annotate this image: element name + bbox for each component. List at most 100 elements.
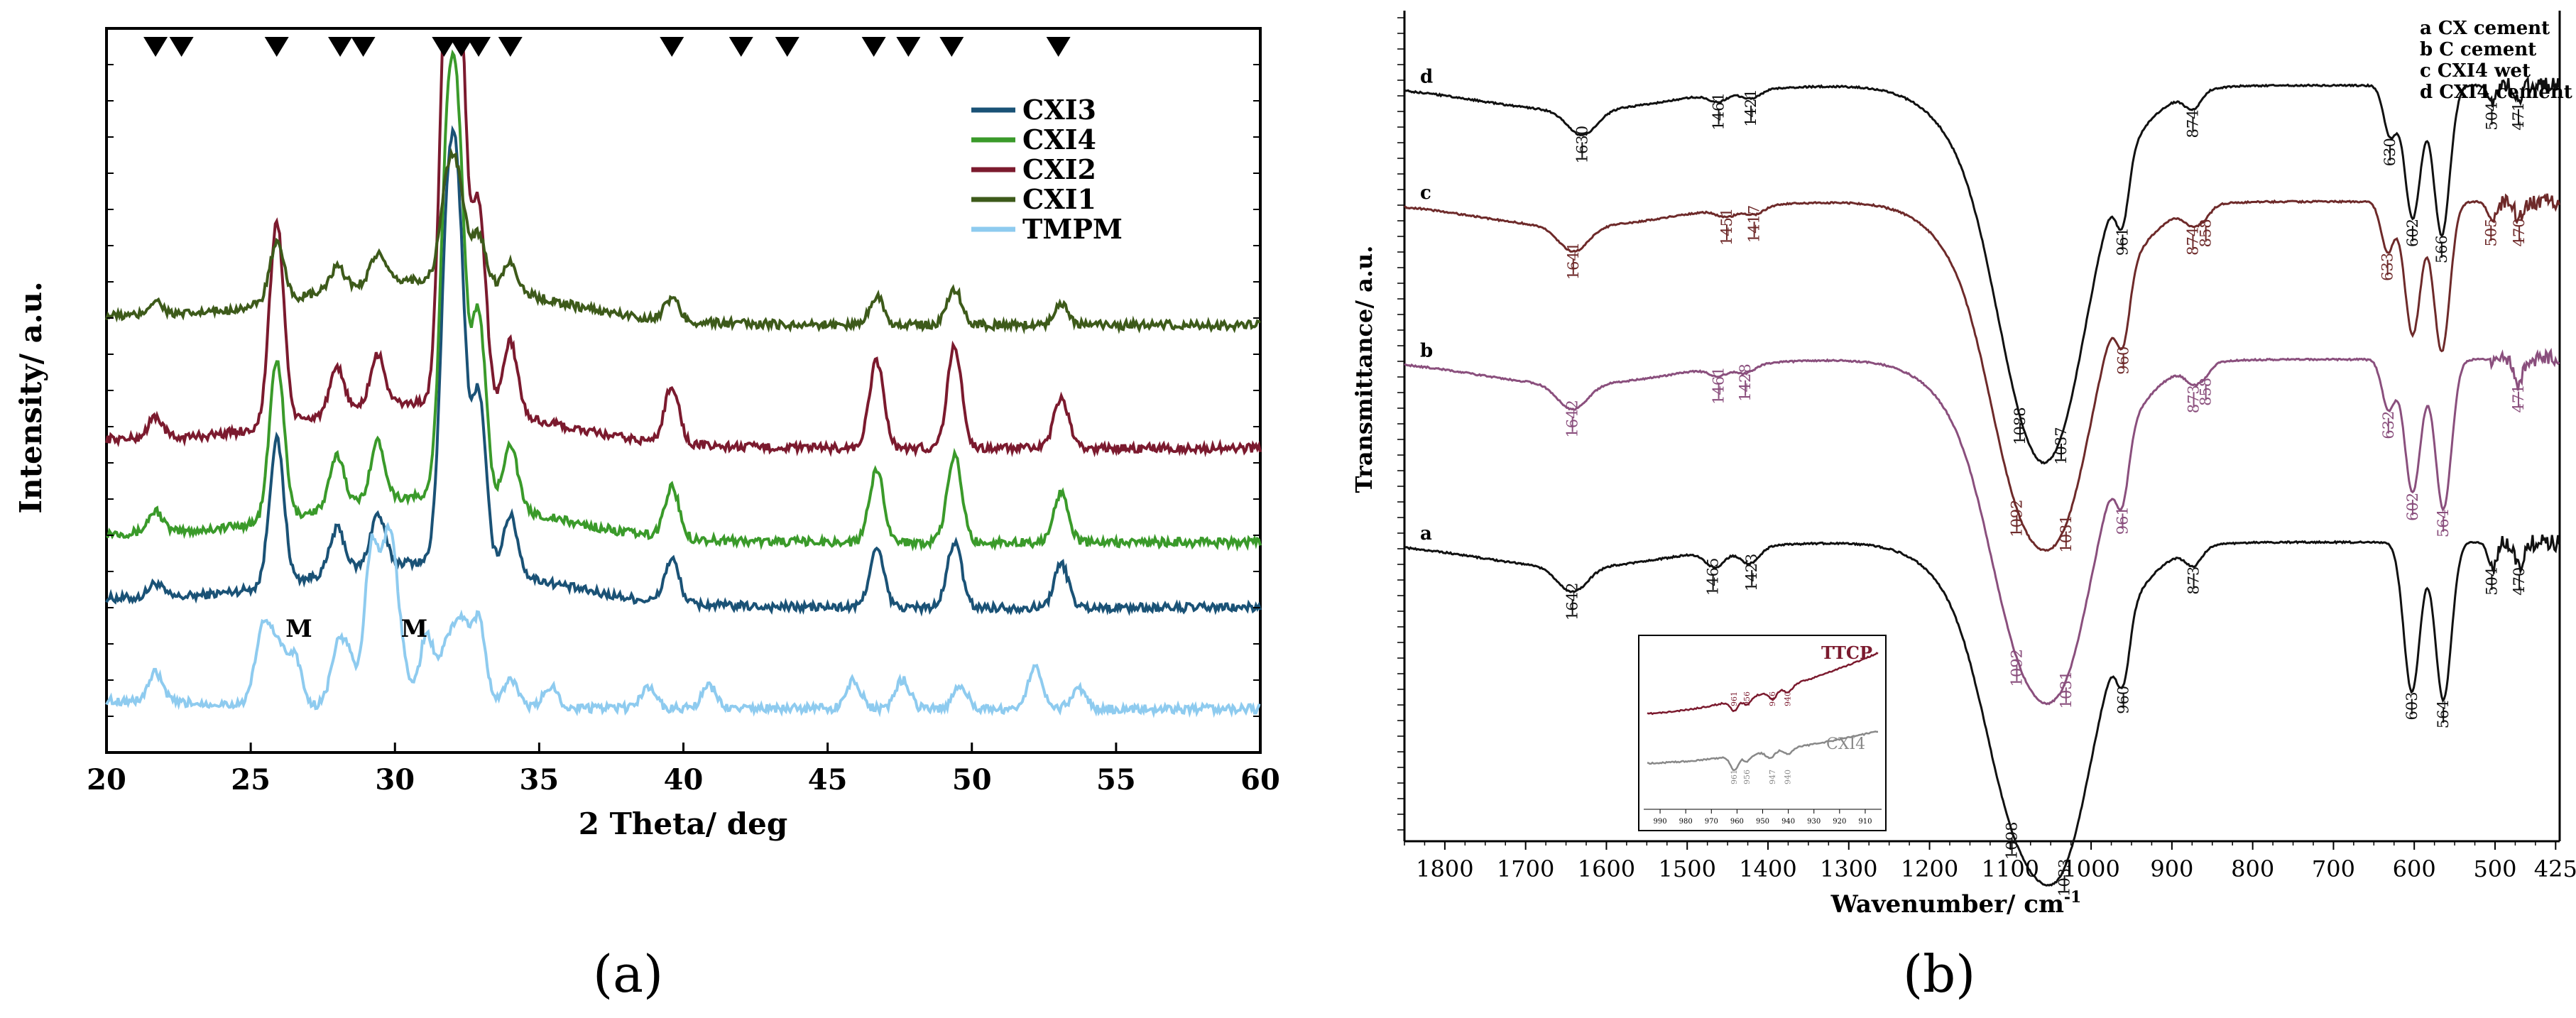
ftir-band-label: 630 [2381,138,2398,166]
inset-cxi4-band-label: 940 [1784,770,1793,784]
ftir-legend-c: c CXI4 wet [2420,60,2531,82]
xrd-x-tick-label: 30 [375,763,415,797]
xrd-legend-tmpm: TMPM [1022,213,1123,245]
xrd-peak-marker [728,37,753,57]
ftir-x-axis-label-main: Wavenumber/ cm [1830,890,2064,919]
xrd-peak-marker [169,37,194,57]
ftir-band-label: 633 [2379,253,2396,281]
ftir-x-tick-label: 1800 [1416,855,1473,882]
ftir-band-label: 471 [2510,384,2527,412]
ftir-band-label: 1088 [2012,407,2029,444]
ftir-band-label: 1037 [2053,427,2070,464]
ftir-series-b [1404,347,2560,706]
xrd-x-tick-label: 25 [231,763,271,797]
ftir-x-tick-label: 1200 [1901,855,1958,882]
xrd-chart: 20 25 30 35 40 45 50 55 60 M M 2 Theta/ deg Inte… [13,27,1280,841]
inset-cxi4-band-label: 947 [1768,770,1777,784]
inset-x-tick-label: 960 [1730,818,1744,826]
xrd-peak-marker [264,37,289,57]
ftir-x-tick-label: 600 [2393,855,2436,882]
inset-x-tick-label: 940 [1781,818,1795,826]
xrd-peak-marker [449,37,474,57]
xrd-legend-cxi1: CXI1 [1022,183,1096,215]
ftir-chart: a b c d 1642 1465 1423 1098 1033 960 873 603 564 504… [1350,11,2576,919]
ftir-band-label: 1642 [1564,583,1581,620]
ftir-x-tick-label: 800 [2231,855,2274,882]
xrd-series-cxi2 [105,38,1262,458]
ftir-x-axis-label: Wavenumber/ cm-1 [1830,888,2082,919]
ftir-y-axis-label: Transmittance/ a.u. [1350,246,1377,493]
ftir-x-tick-label: 1100 [1982,855,2039,882]
xrd-x-tick-label: 40 [664,763,704,797]
xrd-legend: CXI3 CXI4 CXI2 CXI1 TMPM [971,94,1123,245]
ftir-series-d [1404,75,2560,465]
ftir-band-label: 1421 [1742,89,1759,126]
xrd-peak-marker [775,37,799,57]
ftir-band-label: 1092 [2008,499,2025,537]
xrd-x-tick-label: 35 [520,763,560,797]
inset-ttcp-trace [1647,652,1879,716]
xrd-annotation-m1: M [285,615,312,643]
xrd-legend-cxi4: CXI4 [1022,124,1096,155]
xrd-x-tick-label: 60 [1240,763,1280,797]
ftir-band-label: 470 [2511,218,2528,246]
ftir-series-c [1404,193,2560,552]
ftir-band-label: 602 [2404,493,2421,521]
inset-cxi4-label: CXI4 [1826,735,1865,753]
ftir-legend: a CX cement b C cement c CXI4 wet d CXI4… [2420,18,2572,103]
ftir-band-label: 960 [2115,686,2132,714]
ftir-x-tick-label: 1500 [1658,855,1715,882]
ftir-band-label: 603 [2403,691,2421,720]
inset-x-tick-label: 950 [1756,818,1769,826]
ftir-band-label: 873 [2185,567,2203,595]
ftir-band-label: 504 [2483,567,2500,596]
ftir-band-label: 1423 [1743,554,1760,591]
ftir-band-label: 1417 [1746,205,1763,243]
ftir-band-label: 874 [2184,227,2201,256]
ftir-band-label: 1461 [1710,92,1728,130]
ftir-x-tick-label: 1700 [1497,855,1554,882]
ftir-series-a [1404,534,2560,887]
xrd-x-tick-label: 20 [87,763,126,797]
ftir-band-label: 961 [2114,227,2131,256]
inset-cxi4-band-label: 956 [1742,770,1752,784]
inset-x-tick-label: 990 [1654,818,1667,826]
xrd-peak-marker [861,37,886,57]
ftir-band-label: 858 [2198,219,2215,247]
inset-ttcp-band-label: 961 [1730,691,1739,706]
ftir-panel-label: (b) [1903,944,1976,1004]
ftir-band-label: 470 [2511,567,2528,596]
ftir-band-label: 1465 [1705,558,1722,596]
ftir-band-label: 602 [2404,219,2421,247]
xrd-legend-cxi3: CXI3 [1022,94,1096,126]
ftir-band-label: 1033 [2056,858,2073,896]
inset-x-tick-label: 970 [1705,818,1718,826]
ftir-trace-letter-b: b [1420,340,1433,361]
ftir-trace-letter-d: d [1420,66,1433,87]
ftir-legend-b: b C cement [2420,39,2536,60]
xrd-legend-cxi2: CXI2 [1022,153,1096,185]
inset-ttcp-band-label: 940 [1784,691,1793,706]
ftir-band-label: 960 [2115,346,2132,375]
ftir-legend-d: d CXI4 cement [2420,82,2572,103]
ftir-band-label: 874 [2184,109,2201,138]
xrd-series-tmpm [105,522,1261,718]
xrd-peak-marker [498,37,523,57]
inset-x-tick-label: 920 [1833,818,1846,826]
ftir-band-label: 858 [2198,378,2215,406]
xrd-x-axis-label: 2 Theta/ deg [579,806,787,841]
ftir-x-tick-label: 500 [2473,855,2516,882]
ftir-band-label: 564 [2435,700,2452,728]
xrd-x-tick-label: 55 [1096,763,1136,797]
ftir-x-tick-label: 900 [2150,855,2193,882]
ftir-band-label: 1031 [2058,515,2075,552]
ftir-band-label: 504 [2483,102,2500,131]
ftir-x-tick-label: 1300 [1820,855,1877,882]
ftir-x-tick-label: 1000 [2062,855,2119,882]
inset-ttcp-label: TTCP [1821,642,1872,663]
ftir-x-axis-label-sup: -1 [2064,888,2081,907]
inset-ttcp-band-label: 956 [1742,691,1752,706]
inset-x-tick-label: 930 [1807,818,1821,826]
xrd-series-cxi3 [105,125,1262,617]
inset-cxi4-band-label: 961 [1730,770,1739,784]
